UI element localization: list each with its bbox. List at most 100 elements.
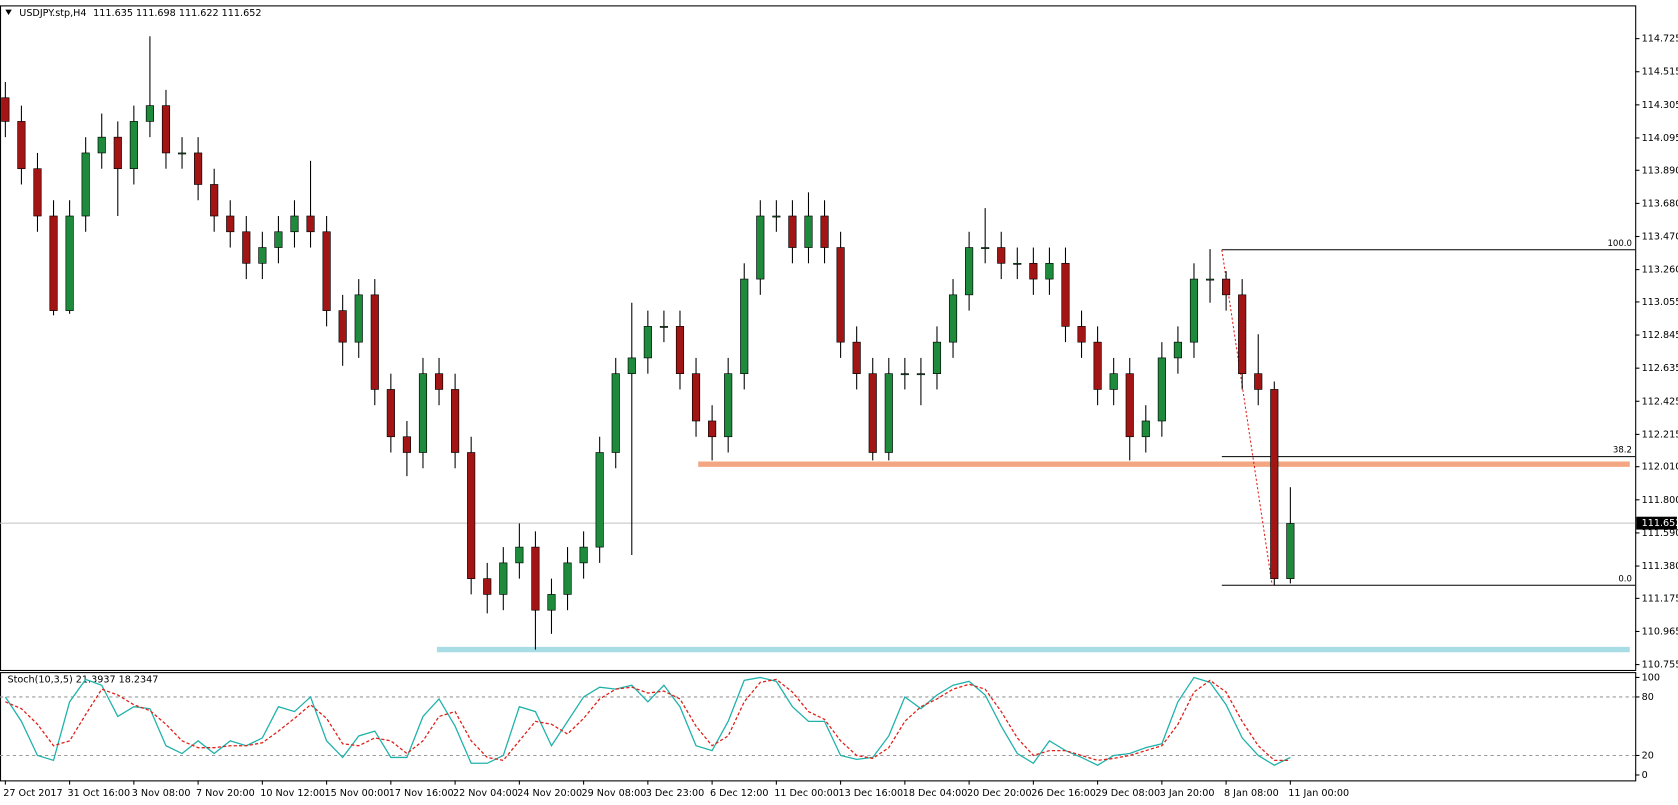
candle-body [1013, 262, 1022, 265]
current-price-box [1636, 516, 1677, 530]
candle-body [1189, 278, 1199, 343]
candle-body [1157, 357, 1166, 422]
fib-label: 38.2 [1613, 446, 1632, 456]
candle-body [1045, 262, 1054, 280]
y-tick-label: 100 [1642, 672, 1660, 683]
x-tick-label: 24 Nov 20:00 [517, 788, 582, 799]
y-tick-label: 113.680 [1642, 198, 1678, 209]
candle-body [772, 215, 781, 218]
y-tick-label: 113.260 [1642, 265, 1678, 276]
candle-body [1205, 278, 1215, 281]
candle-body [1141, 420, 1150, 438]
x-tick-label: 7 Nov 20:00 [196, 788, 255, 799]
candle-body [65, 215, 74, 311]
x-tick-label: 29 Dec 08:00 [1095, 788, 1160, 799]
candle-body [932, 341, 942, 374]
candle-body [1222, 278, 1231, 296]
y-tick-label: 114.095 [1642, 133, 1678, 144]
candle-body [1, 97, 10, 122]
candle-body [1109, 373, 1118, 390]
candle-body [210, 184, 219, 217]
y-tick-label: 0 [1642, 770, 1648, 781]
current-price-label: 111.652 [1642, 518, 1678, 529]
candle-body [370, 294, 379, 390]
candle-body [290, 215, 299, 233]
y-tick-label: 111.590 [1642, 528, 1678, 539]
x-tick-label: 29 Nov 08:00 [581, 788, 646, 799]
y-tick-label: 114.515 [1642, 67, 1678, 78]
candle-body [33, 168, 42, 217]
x-tick-label: 11 Dec 00:00 [774, 788, 839, 799]
stoch-title: Stoch(10,3,5) 21.3937 18.2347 [7, 675, 158, 686]
y-tick-label: 112.845 [1642, 330, 1678, 341]
candle-body [418, 373, 428, 453]
y-tick-label: 111.380 [1642, 561, 1678, 572]
candle-body [788, 215, 797, 248]
candle-body [627, 357, 636, 374]
x-tick-label: 26 Dec 16:00 [1031, 788, 1096, 799]
stoch-line [5, 678, 1291, 762]
candle-body [531, 546, 540, 611]
stoch-line [4, 676, 1291, 766]
candle-body [434, 373, 444, 390]
candle-body [467, 452, 476, 579]
candle-body [884, 373, 893, 453]
y-tick-label: 112.215 [1642, 429, 1678, 440]
candle-body [1077, 326, 1086, 343]
stoch-panel [0, 672, 1637, 782]
symbol-title: USDJPY.stp,H4 [19, 8, 86, 19]
candle-body [579, 546, 588, 564]
candle-body [242, 231, 251, 264]
candle-body [177, 152, 187, 155]
y-tick-label: 112.425 [1642, 396, 1678, 407]
candle-body [483, 578, 492, 595]
candle-body [659, 326, 668, 328]
candle-body [81, 152, 90, 217]
y-tick-label: 113.890 [1642, 165, 1678, 176]
candle-body [965, 247, 974, 296]
candle-body [643, 326, 652, 359]
y-tick-label: 114.725 [1642, 34, 1678, 45]
candle-body [756, 215, 765, 280]
x-tick-label: 3 Jan 20:00 [1160, 788, 1215, 799]
y-tick-label: 114.305 [1642, 100, 1678, 111]
x-tick-label: 20 Dec 20:00 [967, 788, 1032, 799]
x-tick-label: 10 Nov 12:00 [260, 788, 325, 799]
main-panel [0, 5, 1637, 672]
candle-body [1238, 294, 1247, 374]
fib-trend [1221, 249, 1273, 586]
candle-body [402, 436, 411, 453]
candle-body [563, 562, 572, 595]
candle-body [49, 215, 58, 311]
candle-body [611, 373, 620, 453]
y-tick-label: 111.800 [1642, 495, 1678, 506]
candle-body [1093, 341, 1102, 390]
candle-body [161, 105, 171, 154]
candle-body [113, 136, 122, 170]
candle-body [868, 373, 877, 453]
candle-body [675, 326, 685, 374]
candle-body [900, 373, 909, 376]
fib-label: 0.0 [1618, 574, 1632, 584]
candle-body [1286, 523, 1295, 579]
candle-body [515, 546, 524, 564]
menu-arrow[interactable] [5, 9, 12, 16]
candle-body [451, 389, 460, 453]
candle-body [948, 294, 958, 343]
y-tick-label: 112.010 [1642, 462, 1678, 473]
candle-body [820, 215, 829, 248]
x-tick-label: 18 Dec 04:00 [903, 788, 968, 799]
y-tick-label: 110.965 [1642, 626, 1678, 637]
fib-label: 100.0 [1607, 239, 1632, 249]
candle-body [354, 294, 363, 343]
candle-body [386, 389, 395, 438]
candle-body [547, 594, 556, 611]
y-tick-label: 112.635 [1642, 363, 1678, 374]
candle-body [1254, 373, 1263, 390]
candle-body [997, 247, 1006, 264]
candle-body [691, 373, 701, 422]
candle-body [740, 278, 749, 374]
x-tick-label: 6 Dec 12:00 [710, 788, 769, 799]
x-tick-label: 15 Nov 00:00 [324, 788, 389, 799]
